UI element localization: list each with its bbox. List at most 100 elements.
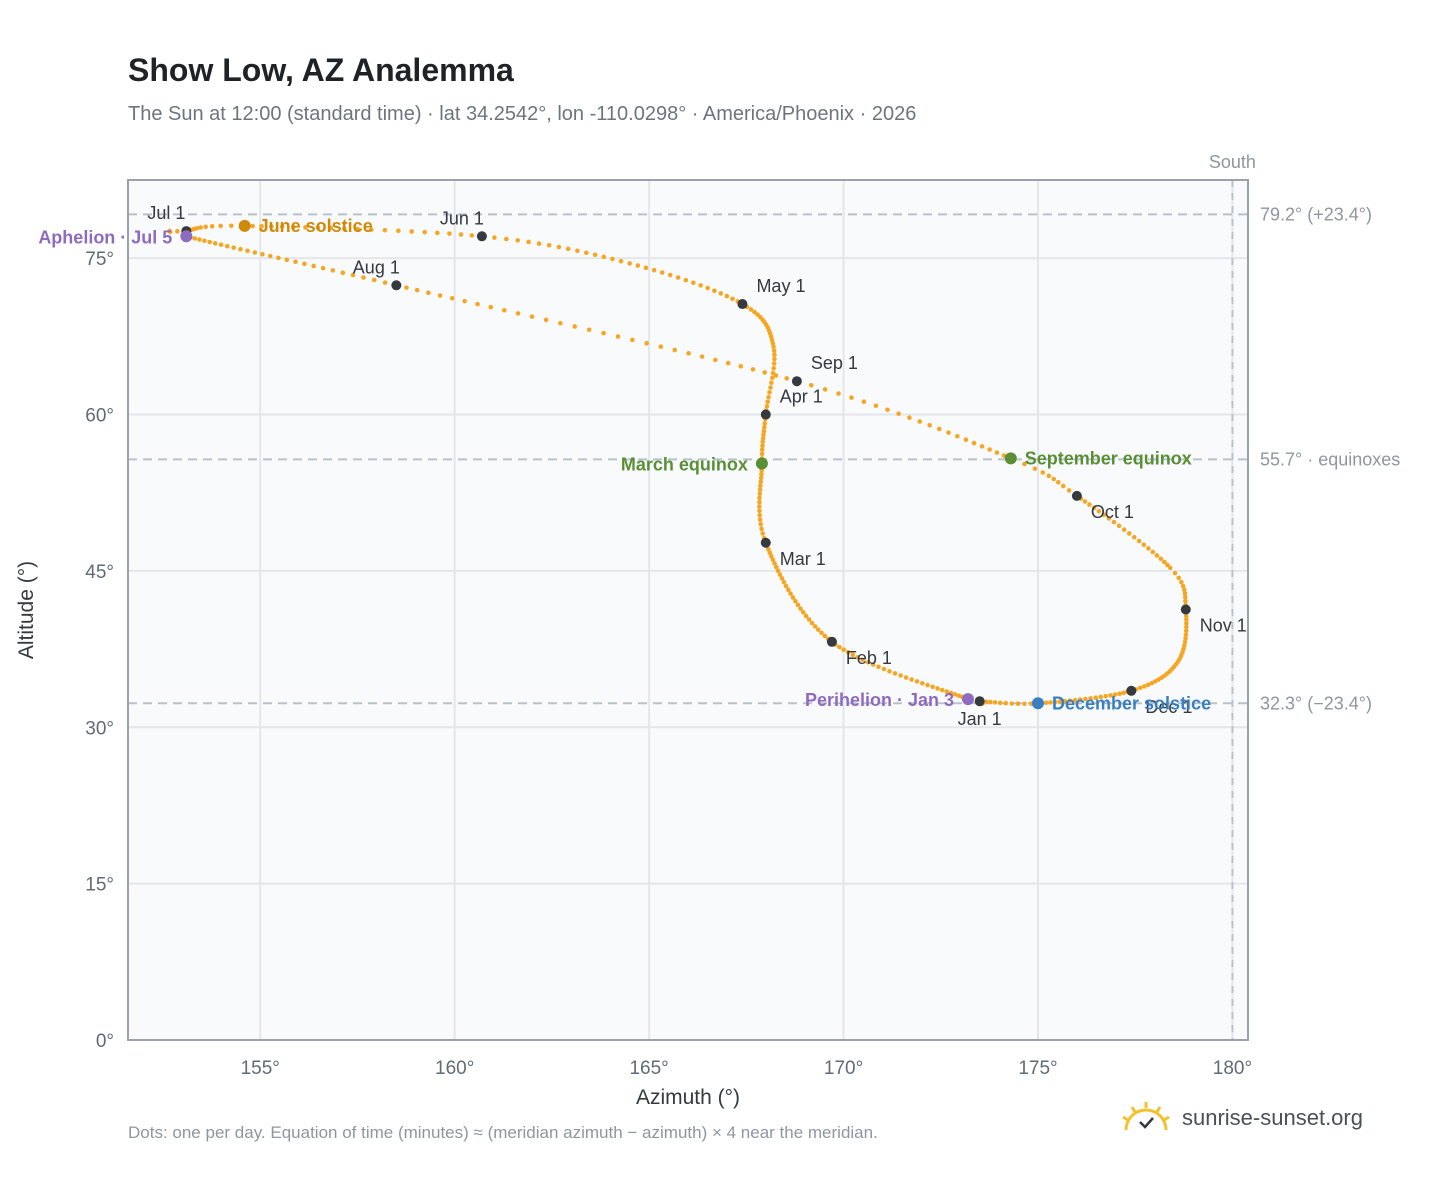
daily-sun-dot: [870, 662, 876, 667]
daily-sun-dot: [955, 433, 960, 439]
daily-sun-dot: [1152, 679, 1158, 684]
daily-sun-dot: [526, 239, 531, 245]
daily-sun-dot: [803, 613, 809, 619]
daily-sun-dot: [713, 357, 718, 363]
daily-sun-dot: [1098, 694, 1104, 700]
daily-sun-dot: [769, 553, 774, 559]
month-marker-label: Jan 1: [958, 709, 1002, 729]
daily-sun-dot: [812, 624, 818, 629]
daily-sun-dot: [939, 687, 945, 693]
daily-sun-dot: [1088, 696, 1093, 701]
reference-line-label: 32.3° (−23.4°): [1260, 693, 1372, 713]
daily-sun-dot: [1121, 690, 1127, 696]
daily-sun-dot: [757, 504, 762, 509]
sun-icon: [1122, 1102, 1170, 1131]
brand-logo[interactable]: sunrise-sunset.org: [1120, 1100, 1363, 1136]
daily-sun-dot: [601, 330, 606, 336]
daily-sun-dot: [979, 444, 985, 449]
daily-sun-dot: [773, 373, 779, 378]
daily-sun-dot: [798, 606, 803, 611]
daily-sun-dot: [469, 233, 475, 238]
daily-sun-dot: [896, 411, 901, 417]
daily-sun-dot: [1067, 698, 1073, 703]
daily-sun-dot: [1141, 684, 1147, 689]
daily-sun-dot: [920, 680, 925, 686]
month-marker-label: Jun 1: [440, 208, 484, 228]
daily-sun-dot: [586, 327, 592, 333]
daily-sun-dot: [761, 428, 767, 434]
daily-sun-dot: [1183, 628, 1189, 633]
event-marker: [1032, 697, 1044, 710]
daily-sun-dot: [565, 246, 571, 252]
event-label: March equinox: [621, 455, 748, 475]
daily-sun-dot: [435, 230, 440, 236]
daily-sun-dot: [892, 671, 898, 676]
daily-sun-dot: [1183, 635, 1188, 641]
daily-sun-dot: [907, 415, 912, 420]
daily-sun-dot: [758, 479, 764, 485]
y-tick-label: 75°: [85, 249, 114, 270]
daily-sun-dot: [699, 354, 705, 359]
daily-sun-dot: [675, 275, 681, 280]
month-marker-label: Sep 1: [811, 353, 858, 373]
daily-sun-dot: [1121, 527, 1127, 532]
daily-sun-dot: [983, 699, 989, 704]
daily-sun-dot: [725, 360, 731, 366]
daily-sun-dot: [218, 223, 223, 229]
daily-sun-dot: [686, 351, 691, 356]
month-marker: [391, 280, 402, 291]
daily-sun-dot: [1015, 701, 1021, 707]
daily-sun-dot: [1116, 523, 1122, 529]
daily-sun-dot: [755, 312, 760, 317]
daily-sun-dot: [643, 265, 649, 271]
x-tick-label: 155°: [241, 1058, 280, 1079]
daily-sun-dot: [760, 439, 766, 445]
daily-sun-dot: [245, 248, 250, 254]
daily-sun-dot: [504, 236, 509, 242]
daily-sun-dot: [971, 440, 977, 446]
y-tick-label: 15°: [85, 875, 114, 896]
daily-sun-dot: [284, 257, 290, 263]
daily-sun-dot: [1003, 700, 1009, 706]
daily-sun-dot: [575, 248, 580, 254]
daily-sun-dot: [775, 568, 781, 574]
daily-sun-dot: [659, 270, 665, 275]
daily-sun-dot: [501, 307, 507, 313]
daily-sun-dot: [546, 242, 552, 248]
plot-background: [128, 180, 1248, 1040]
daily-sun-dot: [672, 347, 678, 353]
daily-sun-dot: [462, 298, 467, 304]
event-label: September equinox: [1025, 448, 1192, 468]
daily-sun-dot: [819, 630, 824, 636]
daily-sun-dot: [952, 692, 958, 697]
daily-sun-dot: [341, 226, 347, 231]
daily-sun-dot: [630, 337, 635, 343]
daily-sun-dot: [250, 223, 255, 229]
x-tick-label: 160°: [435, 1058, 474, 1079]
daily-sun-dot: [772, 352, 777, 358]
daily-sun-dot: [750, 367, 756, 372]
daily-sun-dot: [712, 288, 717, 294]
event-marker: [238, 219, 251, 232]
daily-sun-dot: [757, 517, 763, 523]
daily-sun-dot: [231, 245, 237, 250]
daily-sun-dot: [757, 491, 763, 497]
daily-sun-dot: [475, 301, 480, 307]
y-tick-label: 45°: [85, 562, 114, 583]
daily-sun-dot: [909, 677, 914, 682]
daily-sun-dot: [757, 499, 762, 505]
daily-sun-dot: [1145, 682, 1151, 688]
daily-sun-dot: [1046, 473, 1052, 479]
daily-sun-dot: [536, 241, 542, 246]
daily-sun-dot: [1146, 546, 1151, 551]
daily-sun-dot: [1182, 587, 1187, 593]
daily-sun-dot: [1083, 696, 1088, 702]
daily-sun-dot: [730, 296, 735, 302]
daily-sun-dot: [615, 334, 621, 339]
daily-sun-dot: [1154, 553, 1160, 558]
daily-sun-dot: [784, 376, 789, 381]
daily-sun-dot: [1172, 570, 1178, 576]
daily-sun-dot: [718, 291, 724, 296]
daily-sun-dot: [203, 224, 208, 230]
daily-sun-dot: [773, 564, 779, 570]
